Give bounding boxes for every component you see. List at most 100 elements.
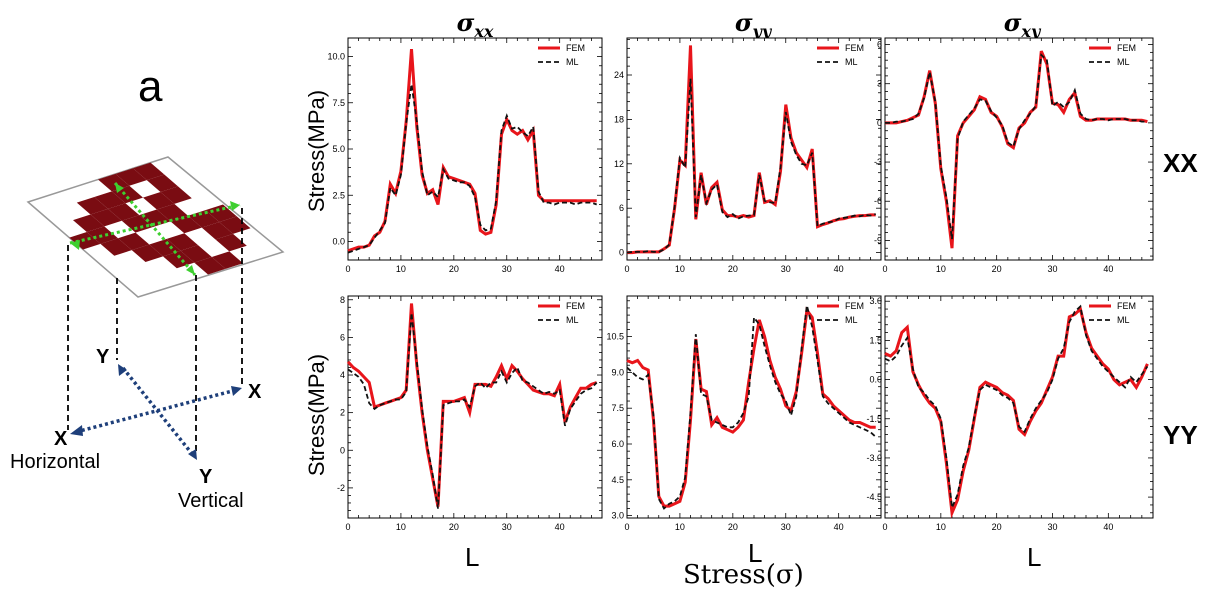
- lattice-cell: [143, 192, 175, 210]
- y-tick-label: 2.5: [332, 190, 345, 200]
- legend-label-ml: ML: [845, 57, 858, 67]
- series-ml: [347, 84, 598, 254]
- x-tick-label: 20: [449, 522, 459, 532]
- xlabel-col2: L: [748, 538, 763, 568]
- y-tick-label: 2: [340, 408, 345, 418]
- y-tick-label: 0.0: [332, 237, 345, 247]
- y-tick-label: 0.0: [869, 375, 882, 385]
- legend-label-ml: ML: [1117, 57, 1130, 67]
- y-tick-label: -6: [874, 196, 882, 206]
- x-tick-label: 30: [1047, 264, 1057, 274]
- col-title-syy: σyy: [734, 8, 772, 41]
- vertical-axis-line: [121, 366, 195, 457]
- y-tick-label: -4.5: [866, 492, 882, 502]
- x-tick-label: 30: [502, 264, 512, 274]
- series-ml: [347, 312, 598, 509]
- lattice-cell: [201, 222, 233, 240]
- plot-frame: [347, 37, 603, 261]
- x-tick-label: 20: [728, 522, 738, 532]
- x-tick-label: 0: [624, 522, 629, 532]
- axis-label-y-bottom: Y: [199, 466, 213, 488]
- plot-frame: [884, 295, 1154, 519]
- lattice-cell: [118, 232, 150, 251]
- lattice-cell: [100, 238, 132, 256]
- x-tick-label: 30: [1047, 522, 1057, 532]
- horizontal-center-line: [69, 203, 241, 245]
- x-tick-label: 0: [624, 264, 629, 274]
- y-tick-label: 0: [619, 248, 624, 258]
- lattice-cell: [160, 186, 192, 204]
- x-tick-label: 20: [449, 264, 459, 274]
- x-tick-label: 40: [834, 264, 844, 274]
- y-tick-label: 7.5: [611, 403, 624, 413]
- lattice-cell: [115, 168, 147, 186]
- x-tick-label: 10: [675, 264, 685, 274]
- lattice-cell: [121, 215, 153, 233]
- lattice-cell: [133, 162, 165, 181]
- chart-panel-2: 0 10 20 30 40 -9 -6 -3 0 3 6 FEM ML: [874, 37, 1154, 274]
- horizontal-label: Horizontal: [10, 451, 101, 473]
- lattice-cell: [180, 245, 212, 263]
- lattice-cell: [149, 238, 181, 257]
- x-tick-label: 0: [345, 522, 350, 532]
- lattice-cell: [146, 174, 178, 192]
- lattice-cell: [90, 208, 122, 227]
- axis-label-x-right: X: [248, 381, 262, 403]
- y-tick-label: 0: [877, 118, 882, 128]
- row-label-xx: XX: [1163, 148, 1198, 178]
- x-tick-label: 10: [936, 264, 946, 274]
- diagram-panel: a Y X X Horizontal Y Vertical: [0, 0, 300, 598]
- y-tick-label: 0: [340, 445, 345, 455]
- plot-frame: [626, 37, 882, 261]
- y-tick-label: 12: [614, 159, 624, 169]
- lattice-cell: [166, 233, 198, 251]
- x-tick-label: 0: [345, 264, 350, 274]
- legend-label-fem: FEM: [845, 301, 864, 311]
- lattice-cell: [211, 251, 243, 269]
- lattice-cell: [94, 191, 126, 209]
- col-title-sxx: σxx: [456, 8, 494, 41]
- chart-panel-5: 0 10 20 30 40 -4.5 -3.0 -1.5 0.0 1.5 3.0 FEM ML: [866, 295, 1154, 532]
- y-tick-label: -1.5: [866, 414, 882, 424]
- green-arrowhead-top: [115, 183, 124, 193]
- x-tick-label: 20: [992, 522, 1002, 532]
- axis-arrowhead-bottom: [188, 449, 197, 460]
- lattice-cell: [194, 257, 226, 275]
- y-tick-label: 3.0: [611, 511, 624, 521]
- y-tick-label: -3: [874, 157, 882, 167]
- chart-panel-0: 0 10 20 30 40 0.0 2.5 5.0 7.5 10.0 FEM ML: [327, 37, 603, 274]
- x-tick-label: 10: [396, 522, 406, 532]
- series-ml: [885, 53, 1148, 240]
- axis-label-y-top: Y: [96, 346, 110, 368]
- bottom-label: Stress(σ): [683, 560, 804, 590]
- series-ml: [626, 305, 877, 510]
- lattice-cell: [76, 197, 108, 215]
- x-tick-label: 40: [1103, 264, 1113, 274]
- y-tick-label: 4: [340, 370, 345, 380]
- row-label-yy: YY: [1163, 420, 1198, 450]
- x-tick-label: 30: [502, 522, 512, 532]
- legend-label-fem: FEM: [845, 43, 864, 53]
- lattice-cell: [215, 233, 247, 252]
- lattice-cell: [205, 204, 237, 222]
- lattice-cell: [131, 244, 163, 262]
- x-tick-label: 40: [1103, 522, 1113, 532]
- legend-label-fem: FEM: [1117, 301, 1136, 311]
- x-tick-label: 0: [882, 264, 887, 274]
- axis-arrowhead-left: [70, 425, 83, 436]
- chart-panel-3: 0 10 20 30 40 -2 0 2 4 6 8 FEM ML: [337, 295, 603, 532]
- x-tick-label: 30: [781, 522, 791, 532]
- plot-frame: [347, 295, 603, 519]
- lattice-cell: [139, 209, 171, 227]
- series-ml: [626, 78, 876, 254]
- y-tick-label: 24: [614, 70, 624, 80]
- legend-label-ml: ML: [1117, 315, 1130, 325]
- lattice-cell: [163, 250, 195, 269]
- legend-label-fem: FEM: [566, 301, 585, 311]
- y-tick-label: 18: [614, 114, 624, 124]
- y-tick-label: 6: [619, 203, 624, 213]
- vertical-center-line: [113, 182, 197, 276]
- legend-label-fem: FEM: [1117, 43, 1136, 53]
